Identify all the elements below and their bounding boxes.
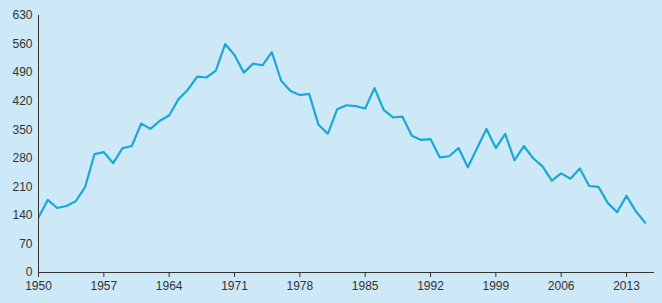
svg-text:1992: 1992 [417, 279, 444, 293]
svg-text:1978: 1978 [286, 279, 313, 293]
svg-text:1964: 1964 [156, 279, 183, 293]
svg-text:1985: 1985 [352, 279, 379, 293]
svg-text:1999: 1999 [482, 279, 509, 293]
svg-text:2013: 2013 [613, 279, 640, 293]
svg-text:1971: 1971 [221, 279, 248, 293]
svg-text:350: 350 [12, 123, 32, 137]
svg-text:1950: 1950 [25, 279, 52, 293]
svg-text:280: 280 [12, 151, 32, 165]
svg-text:2006: 2006 [548, 279, 575, 293]
svg-text:140: 140 [12, 208, 32, 222]
svg-text:1957: 1957 [90, 279, 117, 293]
svg-text:0: 0 [26, 265, 33, 279]
svg-text:420: 420 [12, 94, 32, 108]
svg-text:630: 630 [12, 8, 32, 22]
svg-text:490: 490 [12, 65, 32, 79]
svg-text:210: 210 [12, 180, 32, 194]
svg-text:70: 70 [19, 237, 33, 251]
svg-text:560: 560 [12, 37, 32, 51]
